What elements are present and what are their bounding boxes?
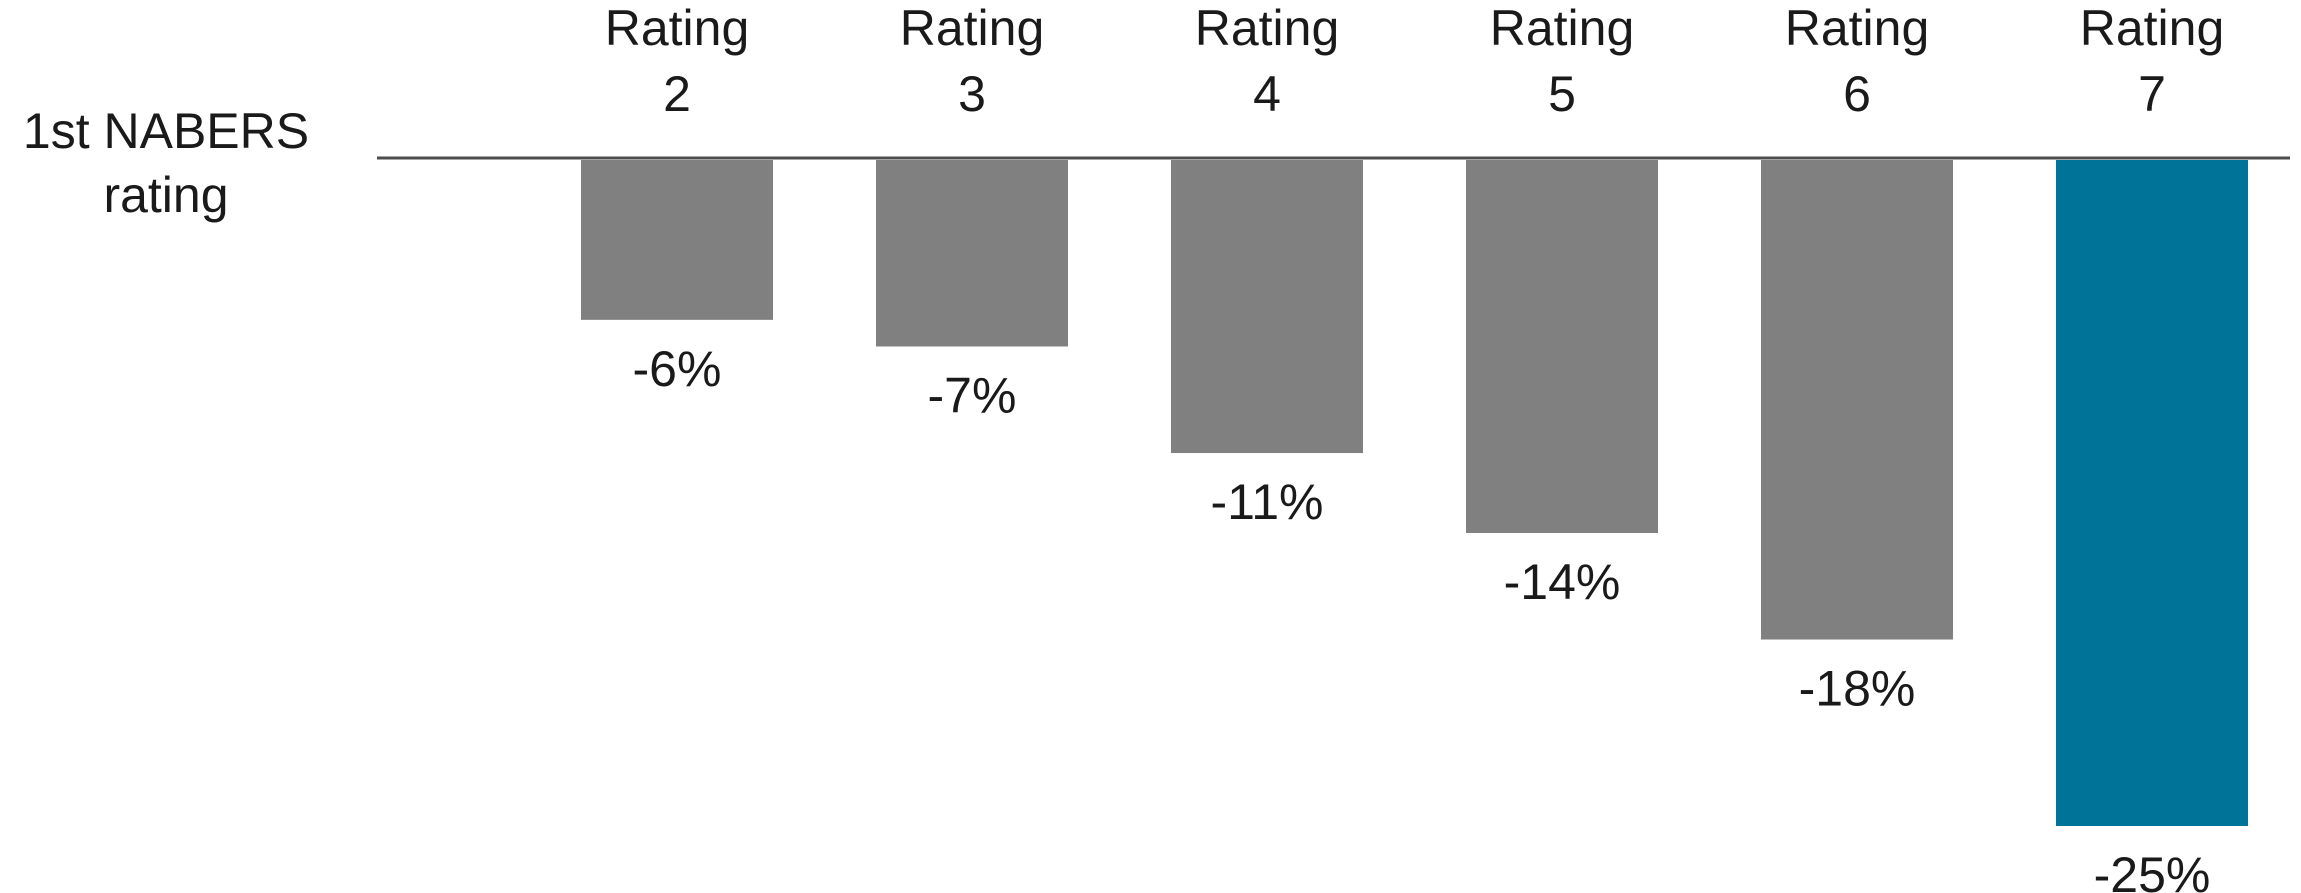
bar-rating-3 [876, 160, 1068, 347]
category-label-7-line-2: 7 [2138, 66, 2166, 122]
bar-rating-6 [1761, 160, 1953, 640]
category-label-5-line-2: 5 [1548, 66, 1576, 122]
bar-rating-4 [1171, 160, 1363, 454]
data-label: -7% [928, 367, 1017, 423]
bar-rating-7 [2056, 160, 2248, 826]
data-label: -18% [1799, 661, 1916, 717]
category-label-6-line-1: Rating [1785, 0, 1930, 56]
category-label-4-line-1: Rating [1195, 0, 1340, 56]
category-label-4-line-2: 4 [1253, 66, 1281, 122]
data-label: -6% [633, 341, 722, 397]
category-label-3-line-1: Rating [900, 0, 1045, 56]
category-label-2-line-1: Rating [605, 0, 750, 56]
bar-rating-5 [1466, 160, 1658, 533]
data-label: -25% [2094, 847, 2211, 893]
category-label-5-line-1: Rating [1490, 0, 1635, 56]
category-label-7-line-1: Rating [2080, 0, 2225, 56]
row-label-line-2: rating [103, 167, 228, 223]
bar-rating-2 [581, 160, 773, 320]
category-label-6-line-2: 6 [1843, 66, 1871, 122]
category-label-2-line-2: 2 [663, 66, 691, 122]
bars-layer: Rating 2 -6% Rating 3 -7% Rating 4 -11% Rating 5 -1… [581, 0, 2248, 893]
category-label-3-line-2: 3 [958, 66, 986, 122]
row-label-line-1: 1st NABERS [23, 103, 309, 159]
data-label: -14% [1504, 554, 1621, 610]
data-label: -11% [1210, 474, 1323, 530]
